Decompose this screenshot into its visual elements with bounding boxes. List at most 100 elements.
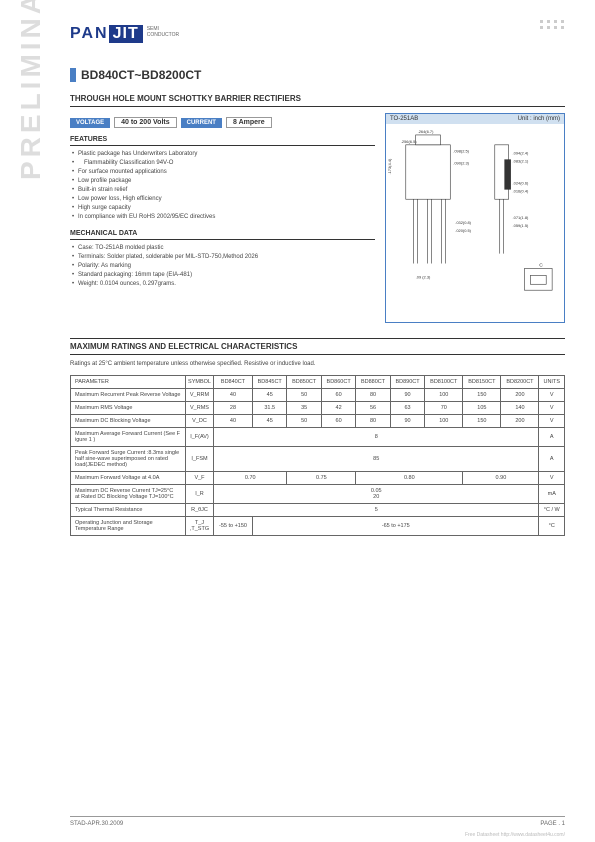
feature-item: Built-in strain relief [70,186,375,195]
spec-row: VOLTAGE 40 to 200 Volts CURRENT 8 Ampere [70,117,375,128]
table-cell: Operating Junction and Storage Temperatu… [71,517,186,536]
svg-text:.256(6.5): .256(6.5) [401,139,417,144]
table-cell: V_RMS [186,402,214,415]
table-cell: 0.70 [214,472,287,485]
table-row: Maximum Average Forward Current (See F i… [71,428,565,447]
table-row: Typical Thermal ResistanceR_θJC5°C / W [71,504,565,517]
table-cell: 80 [356,389,390,402]
logo-subtitle: SEMI CONDUCTOR [147,27,179,38]
svg-text:.090(2.3): .090(2.3) [453,161,469,166]
table-cell: 40 [214,389,253,402]
package-unit: Unit : inch (mm) [518,116,560,122]
table-header-cell: UNITS [539,376,565,389]
current-value: 8 Ampere [226,117,272,128]
table-cell: 150 [463,415,501,428]
table-row: Maximum Recurrent Peak Reverse VoltageV_… [71,389,565,402]
table-cell: 45 [252,389,286,402]
svg-text:.264(6.7): .264(6.7) [418,129,434,134]
svg-text:.071(1.8): .071(1.8) [513,215,529,220]
package-diagram-icon: C .264(6.7) .256(6.5) .098(2.5) .090(2.3… [386,124,564,314]
table-cell: Maximum DC Blocking Voltage [71,415,186,428]
package-header: TO-251AB Unit : inch (mm) [386,114,564,124]
table-cell: 0.80 [356,472,463,485]
svg-text:.020(0.5): .020(0.5) [455,228,471,233]
table-cell: 85 [214,447,539,472]
package-drawing-box: TO-251AB Unit : inch (mm) [385,113,565,323]
table-cell: Maximum Forward Voltage at 4.0A [71,472,186,485]
table-cell: 100 [425,415,463,428]
table-cell: 0.75 [287,472,356,485]
table-cell: 100 [425,389,463,402]
logo-pan: PAN [70,25,109,43]
mech-item: Standard packaging: 16mm tape (EIA-481) [70,271,375,280]
package-name: TO-251AB [390,116,418,122]
table-header-cell: BD8200CT [501,376,539,389]
subtitle: THROUGH HOLE MOUNT SCHOTTKY BARRIER RECT… [70,94,565,107]
mech-item: Case: TO-251AB molded plastic [70,244,375,253]
feature-item: For surface mounted applications [70,168,375,177]
table-cell: -55 to +150 [214,517,253,536]
table-cell: Peak Forward Surge Current :8.3ms single… [71,447,186,472]
page: PAN JIT SEMI CONDUCTOR BD840CT~BD8200CT … [0,0,595,556]
package-column: TO-251AB Unit : inch (mm) [385,113,565,323]
table-row: Maximum DC Reverse Current TJ=25°Cat Rat… [71,485,565,504]
table-cell: 140 [501,402,539,415]
mechanical-heading: MECHANICAL DATA [70,230,375,240]
svg-text:.173(4.4): .173(4.4) [387,158,392,174]
table-cell: 31.5 [252,402,286,415]
table-cell: 200 [501,389,539,402]
table-row: Operating Junction and Storage Temperatu… [71,517,565,536]
ratings-table: PARAMETERSYMBOLBD840CTBD845CTBD850CTBD86… [70,375,565,536]
part-title: BD840CT~BD8200CT [81,68,201,82]
feature-item: Low profile package [70,177,375,186]
feature-item: Plastic package has Underwriters Laborat… [70,150,375,159]
footer-date: STAD-APR.30.2009 [70,821,123,827]
table-cell: °C [539,517,565,536]
table-cell: 35 [287,402,321,415]
feature-item: Low power loss, High efficiency [70,195,375,204]
table-row: Maximum RMS VoltageV_RMS2831.53542566370… [71,402,565,415]
table-cell: 0.0520 [214,485,539,504]
logo-jit: JIT [109,25,143,43]
svg-text:.059(1.5): .059(1.5) [513,223,529,228]
table-cell: 42 [321,402,355,415]
table-header-cell: BD860CT [321,376,355,389]
table-cell: A [539,447,565,472]
table-cell: 105 [463,402,501,415]
table-cell: R_θJC [186,504,214,517]
svg-text:.094(2.4): .094(2.4) [513,151,529,156]
table-header-cell: BD850CT [287,376,321,389]
table-cell: V [539,389,565,402]
features-heading: FEATURES [70,136,375,146]
svg-text:.083(2.1): .083(2.1) [513,159,529,164]
feature-item: In compliance with EU RoHS 2002/95/EC di… [70,213,375,222]
decoration-dots-icon [540,20,565,29]
svg-text:.098(2.5): .098(2.5) [453,149,469,154]
svg-text:C: C [539,262,543,268]
title-bar-icon [70,68,76,82]
table-header-cell: BD8150CT [463,376,501,389]
table-cell: 90 [390,389,424,402]
table-header-cell: BD890CT [390,376,424,389]
table-cell: -65 to +175 [252,517,539,536]
table-cell: V [539,415,565,428]
logo-sub2: CONDUCTOR [147,32,179,38]
table-cell: V_DC [186,415,214,428]
table-cell: Maximum DC Reverse Current TJ=25°Cat Rat… [71,485,186,504]
table-cell: V [539,472,565,485]
table-cell: Maximum Recurrent Peak Reverse Voltage [71,389,186,402]
table-cell: V [539,402,565,415]
footer: STAD-APR.30.2009 PAGE . 1 [70,816,565,827]
table-cell: Maximum RMS Voltage [71,402,186,415]
watermark: Free Datasheet http://www.datasheet4u.co… [465,832,565,838]
table-cell: mA [539,485,565,504]
table-header-row: PARAMETERSYMBOLBD840CTBD845CTBD850CTBD86… [71,376,565,389]
table-header-cell: BD845CT [252,376,286,389]
current-label: CURRENT [181,118,222,128]
max-ratings-note: Ratings at 25°C ambient temperature unle… [70,361,565,367]
svg-text:.024(0.6): .024(0.6) [513,180,529,185]
table-cell: 150 [463,389,501,402]
features-list: Plastic package has Underwriters Laborat… [70,150,375,222]
left-column: VOLTAGE 40 to 200 Volts CURRENT 8 Ampere… [70,113,375,323]
voltage-label: VOLTAGE [70,118,110,128]
